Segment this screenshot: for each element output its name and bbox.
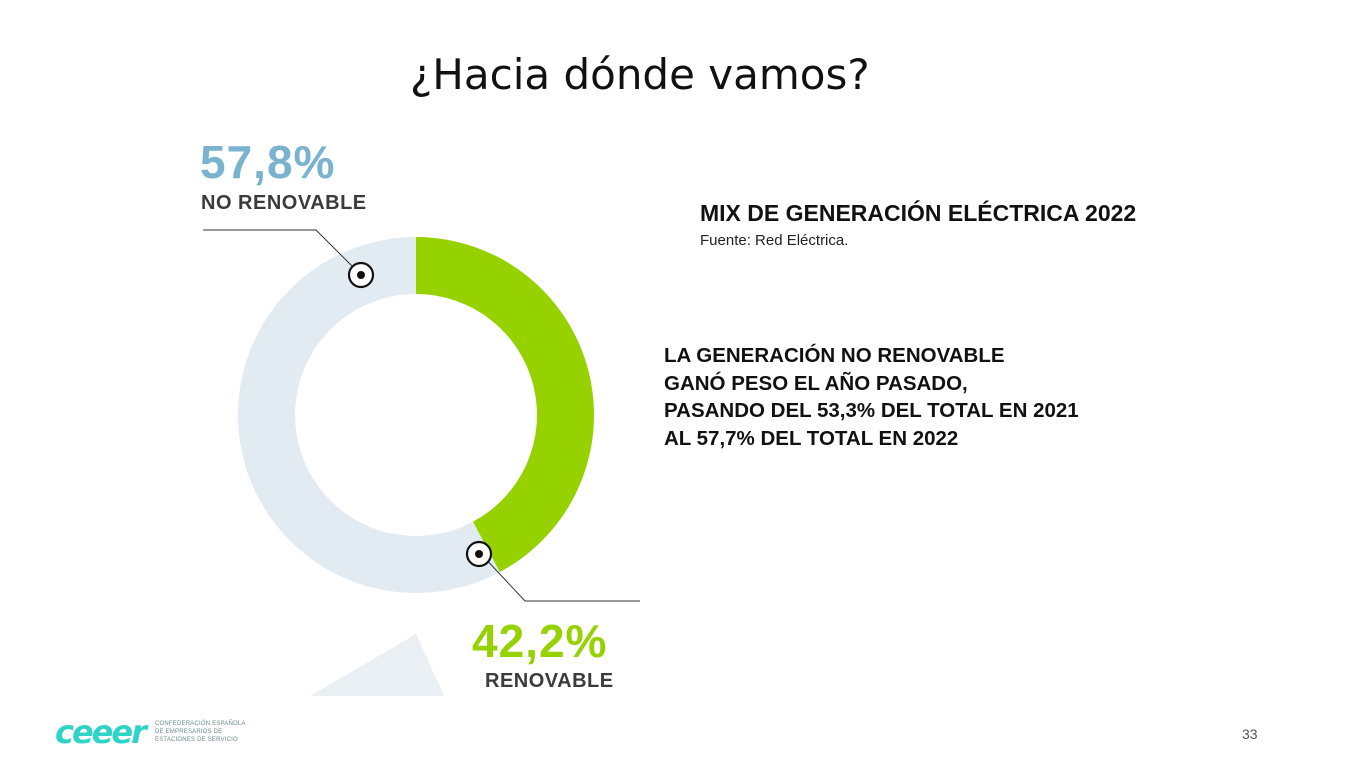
footer-org-line: CONFEDERACIÓN ESPAÑOLA <box>155 721 246 727</box>
footer-org-line: DE EMPRESARIOS DE <box>155 729 223 735</box>
value-label-nonrenovable: 57,8% <box>200 136 336 188</box>
note-block: LA GENERACIÓN NO RENOVABLE GANÓ PESO EL … <box>664 342 1224 452</box>
note-line: PASANDO DEL 53,3% DEL TOTAL EN 2021 <box>664 399 1079 422</box>
slide-title: ¿Hacia dónde vamos? <box>410 50 870 99</box>
chart-title: MIX DE GENERACIÓN ELÉCTRICA 2022 <box>700 200 1137 226</box>
leader-line-renovable <box>481 554 640 602</box>
leader-line-nonrenovable <box>203 229 357 271</box>
footer-organization: CONFEDERACIÓN ESPAÑOLA DE EMPRESARIOS DE… <box>155 720 246 744</box>
note-line: GANÓ PESO EL AÑO PASADO, <box>664 371 968 395</box>
page-number: 33 <box>1242 726 1258 742</box>
footer-org-line: ESTACIONES DE SERVICIO <box>155 737 238 743</box>
category-label-renovable: RENOVABLE <box>485 670 614 692</box>
chart-source: Fuente: Red Eléctrica. <box>700 232 849 249</box>
marker-renovable <box>465 540 493 568</box>
note-line: LA GENERACIÓN NO RENOVABLE <box>664 344 1005 367</box>
note-line: AL 57,7% DEL TOTAL EN 2022 <box>664 426 959 450</box>
leader-lines <box>203 229 640 602</box>
ceeer-logo: ceeer <box>55 716 151 748</box>
donut-slices <box>238 237 595 593</box>
slice-renovable <box>416 237 595 573</box>
marker-nonrenovable <box>347 261 375 289</box>
logo-text: ceeer <box>55 716 149 748</box>
value-label-renovable: 42,2% <box>472 615 608 667</box>
category-label-nonrenovable: NO RENOVABLE <box>201 192 367 214</box>
slice-nonrenovable <box>238 237 500 593</box>
decorative-wedge <box>310 634 444 696</box>
